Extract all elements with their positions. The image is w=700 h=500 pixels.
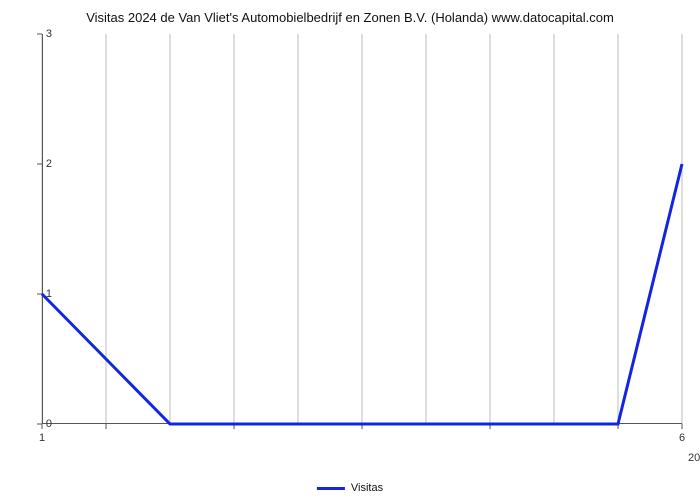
- chart-svg: [42, 34, 682, 424]
- y-axis-label: 2: [22, 158, 52, 170]
- x-axis-label: 1: [39, 432, 45, 444]
- y-axis-label: 0: [22, 418, 52, 430]
- x-axis-sublabel: 202: [688, 452, 700, 464]
- legend-label: Visitas: [351, 482, 383, 494]
- legend-swatch: [317, 487, 345, 490]
- chart-area: [42, 34, 682, 424]
- y-axis-label: 1: [22, 288, 52, 300]
- y-axis-label: 3: [22, 28, 52, 40]
- chart-title: Visitas 2024 de Van Vliet's Automobielbe…: [0, 0, 700, 31]
- x-axis-label: 6: [679, 432, 685, 444]
- chart-legend: Visitas: [317, 482, 383, 494]
